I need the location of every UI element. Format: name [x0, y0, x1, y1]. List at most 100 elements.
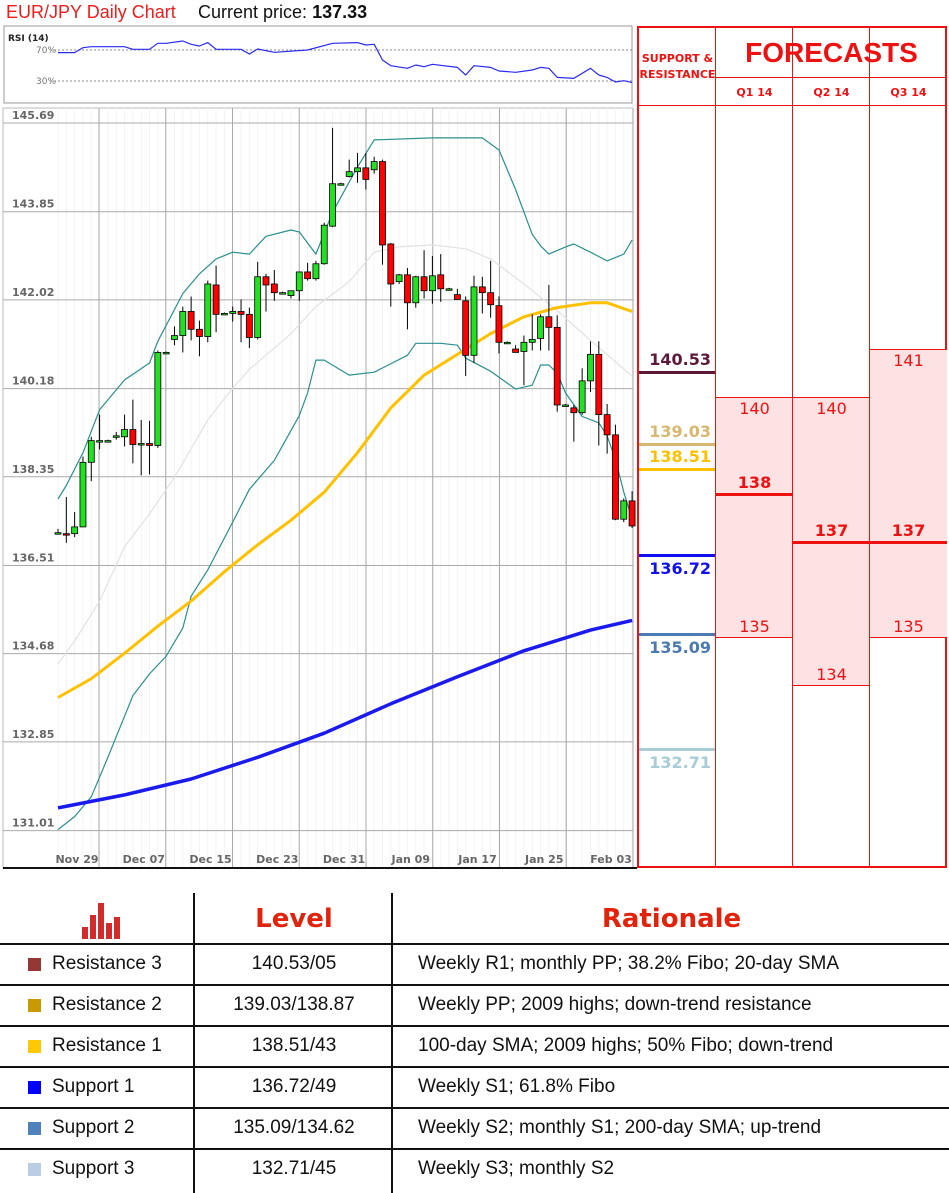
table-row-divider	[0, 1148, 949, 1150]
y-tick-label: 138.35	[12, 463, 54, 476]
candle	[179, 306, 187, 353]
forecast-low: 134	[816, 665, 847, 685]
candle-body-down	[262, 276, 270, 286]
candle-body-up	[121, 429, 128, 438]
chart-title: EUR/JPY Daily Chart	[6, 2, 176, 22]
level-value: 138.51/43	[251, 1035, 337, 1056]
level-value: 132.71/45	[251, 1158, 337, 1179]
candle-body-up	[578, 380, 586, 414]
table-row: Support 2 135.09/134.62 Weekly S2; monthly…	[0, 1108, 949, 1149]
candle	[487, 260, 495, 318]
candle	[595, 341, 603, 446]
candle	[379, 159, 386, 265]
column-divider	[869, 28, 870, 866]
bollinger-middle-line	[57, 244, 633, 665]
quarter-header: Q3 14	[890, 85, 927, 99]
row-divider	[639, 105, 947, 106]
forecast-mid-line	[793, 540, 870, 544]
candle-body-up	[428, 275, 436, 292]
candle-body-down	[462, 300, 470, 356]
candle-body-up	[528, 339, 536, 343]
candle-body-up	[104, 440, 112, 443]
table-row: Resistance 2 139.03/138.87 Weekly PP; 2009…	[0, 985, 949, 1026]
candle-body-down	[362, 167, 370, 180]
level-value: 139.03/138.87	[233, 994, 355, 1015]
candle	[312, 260, 320, 281]
candle-body-down	[62, 533, 70, 536]
candle	[287, 290, 295, 299]
row-divider	[716, 77, 947, 78]
sr-level-line	[639, 468, 716, 472]
forecast-mid-line	[870, 540, 947, 544]
table-row: Resistance 3 140.53/05 Weekly R1; monthly …	[0, 944, 949, 985]
candle-body-up	[154, 352, 162, 446]
column-divider	[792, 28, 793, 866]
column-divider	[715, 28, 716, 866]
candle	[279, 291, 287, 295]
candle-body-up	[162, 352, 170, 355]
candle-body-up	[412, 276, 420, 304]
bar-chart-icon	[82, 903, 122, 944]
current-price: Current price: 137.33	[198, 2, 367, 23]
candle-body-up	[220, 312, 228, 316]
current-price-label: Current price:	[198, 2, 308, 22]
candle-body-down	[553, 326, 561, 406]
price-chart: RSI (14) 70% 30% 145.69 143.85 142.02 140.18…	[2, 25, 637, 869]
candle-body-up	[96, 440, 103, 443]
sr-level-label: 138.51	[649, 447, 711, 467]
candle-body-down	[478, 286, 486, 294]
candle	[612, 424, 619, 521]
candle	[428, 256, 436, 304]
candle	[495, 296, 503, 354]
candle-body-down	[270, 283, 278, 294]
candle-body-up	[54, 532, 62, 535]
candle	[137, 419, 145, 476]
candle	[553, 315, 561, 412]
candle-body-up	[179, 311, 187, 336]
candle-body-up	[71, 526, 79, 535]
sr-level-label: 140.53	[649, 349, 711, 369]
forecast-mid-line	[716, 492, 793, 496]
candle	[79, 456, 87, 528]
candle	[304, 262, 312, 281]
x-tick-label: Jan 25	[524, 853, 563, 866]
sr-level-label: 136.72	[649, 559, 711, 579]
candle-body-up	[354, 167, 361, 173]
candle-body-up	[229, 311, 237, 314]
candle-body-up	[470, 286, 478, 356]
x-tick-label: Jan 09	[391, 853, 430, 866]
candle	[478, 276, 486, 314]
candle	[520, 335, 528, 386]
candle	[237, 299, 245, 343]
candle-body-down	[628, 500, 636, 527]
candle	[537, 314, 544, 351]
sr-level-label: 135.09	[649, 637, 711, 657]
y-tick-label: 140.18	[12, 375, 54, 388]
x-tick-label: Dec 31	[323, 853, 365, 866]
candle	[445, 287, 453, 291]
candle-body-up	[254, 276, 262, 338]
candle	[320, 222, 328, 265]
current-price-value: 137.33	[312, 2, 368, 22]
candle	[187, 296, 195, 341]
candle-body-up	[279, 292, 287, 295]
candle	[453, 288, 461, 300]
candle	[204, 280, 212, 343]
levels-table: Level Rationale Resistance 3 140.53/05 Wee…	[0, 893, 949, 1193]
sr-level-line	[639, 554, 716, 558]
candle	[212, 265, 220, 333]
candle	[570, 404, 578, 442]
candle	[96, 414, 103, 450]
candle-body-down	[212, 284, 220, 315]
candle-body-down	[612, 434, 619, 520]
candle-body-down	[379, 161, 386, 246]
rsi-line	[58, 40, 633, 84]
candle-body-up	[171, 335, 178, 340]
level-name: Resistance 2	[52, 994, 162, 1015]
quarter-header: Q1 14	[736, 85, 773, 99]
x-tick-label: Jan 17	[457, 853, 496, 866]
candle	[528, 314, 536, 351]
forecast-high: 140	[816, 399, 847, 419]
level-rationale: Weekly S3; monthly S2	[418, 1158, 615, 1179]
